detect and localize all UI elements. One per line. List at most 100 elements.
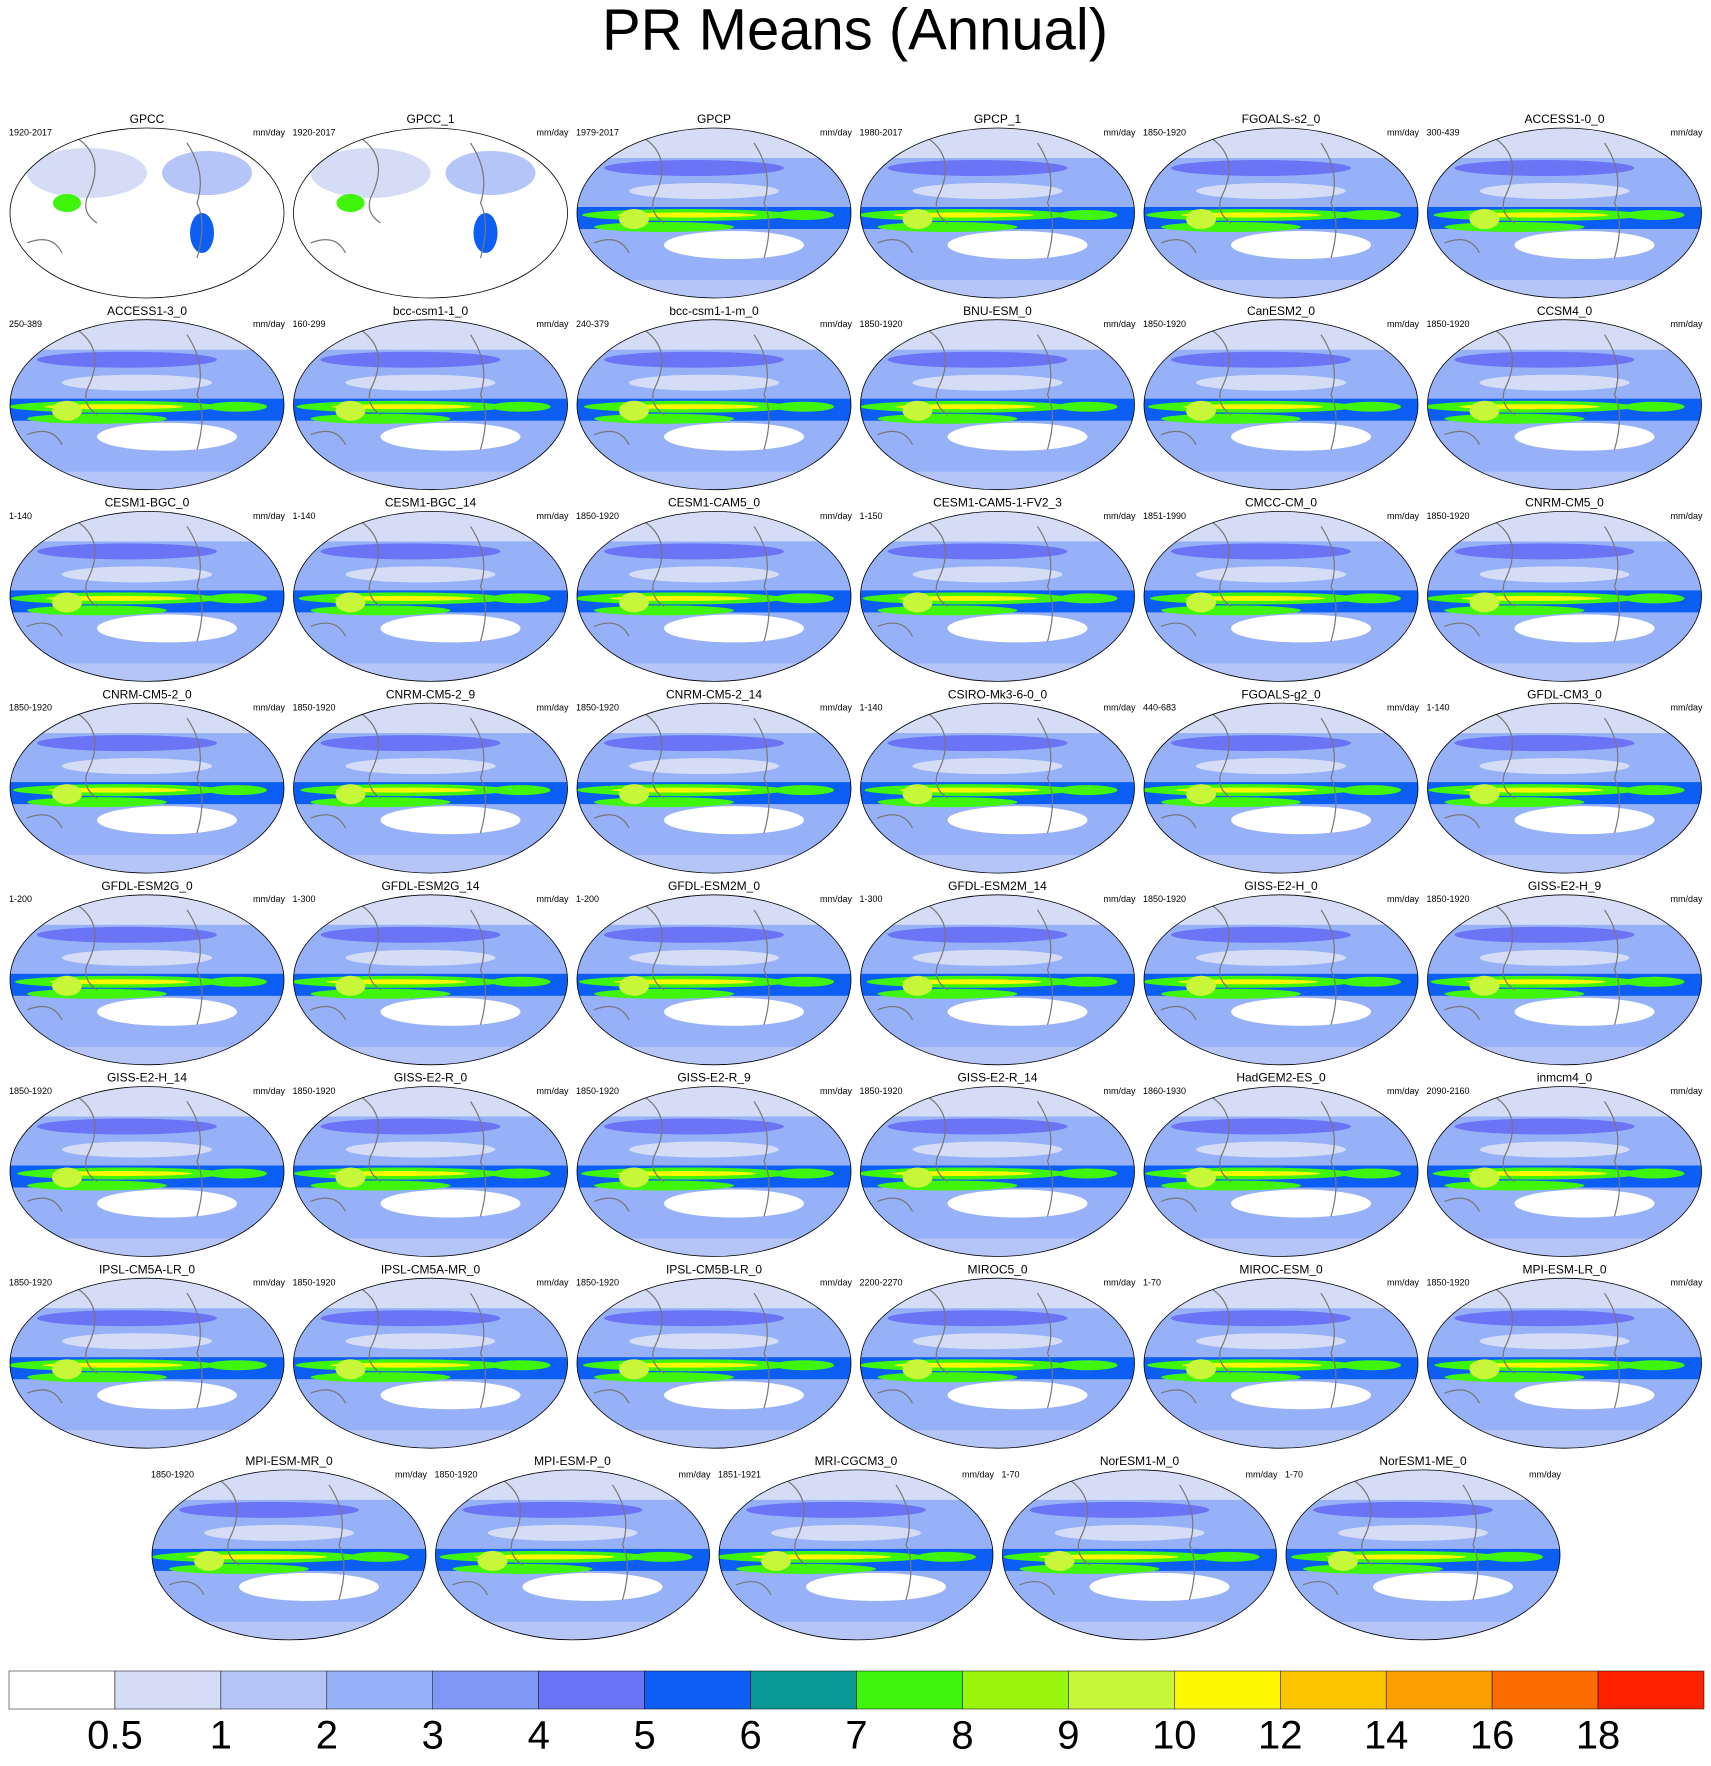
map [10,1278,284,1449]
atlantic [1341,593,1401,604]
atlantic [1624,401,1685,412]
spcz [1444,413,1585,424]
coastline [168,1479,345,1601]
warm-pool [619,592,649,613]
coastline [877,1096,1054,1217]
storm-track [37,1310,217,1327]
panel-units: mm/day [253,1278,286,1288]
dry-zone [97,1189,237,1218]
panel-period: 1850-1920 [860,1086,903,1096]
polar [293,663,568,682]
map-border [1427,702,1702,874]
map [860,319,1135,490]
polar [293,471,568,490]
figure-title: PR Means (Annual) [602,0,1108,62]
warm-pool [335,975,366,996]
map [577,703,851,874]
panel-period: 1850-1920 [1427,511,1470,521]
storm-track [887,543,1068,560]
panel-title: FGOALS-s2_0 [1242,112,1321,126]
dry-zone [1514,231,1655,259]
warm-pool [902,975,933,996]
storm-track [1454,1118,1635,1135]
dry-zone [947,1189,1088,1218]
map [293,703,568,874]
panel-units: mm/day [253,511,286,521]
spcz [594,1372,734,1383]
dry-zone [1373,1572,1513,1601]
dry-zone [1479,758,1630,775]
panel-period: 160-299 [293,319,326,329]
dry-zone [1514,422,1655,451]
storm-track [604,160,784,176]
panel-units: mm/day [1670,894,1703,904]
panel-title: GFDL-ESM2M_14 [948,879,1047,893]
warm-pool [902,209,933,229]
itcz-core [617,212,757,218]
warm-pool [1328,1550,1358,1571]
panel-units: mm/day [536,1278,569,1288]
dry-zone [380,1189,521,1218]
spcz [1444,605,1585,616]
atlantic [1199,1551,1260,1562]
itcz-core [331,404,472,410]
colorbar-box [644,1670,751,1710]
warm-pool [902,592,933,613]
map-border [293,319,568,491]
warm-pool [1186,784,1216,805]
panel-units: mm/day [1529,1469,1562,1479]
atlantic [1341,401,1401,412]
dry-zone [97,997,237,1026]
dry-zone [664,1381,804,1410]
storm-track [1171,1118,1351,1135]
polar [1427,663,1702,682]
panel-title: BNU-ESM_0 [963,304,1032,318]
storm-track [37,543,217,560]
warm-pool [1186,975,1216,996]
map-border [718,1469,994,1641]
colorbar-box [1385,1670,1493,1710]
spcz [1303,1563,1443,1574]
polar [1427,471,1702,490]
storm-track [320,543,501,560]
dry-zone [912,758,1063,775]
panel-period: 1-70 [1143,1278,1161,1288]
panel-units: mm/day [1670,702,1703,712]
panel-units: mm/day [820,1278,853,1288]
coastline [1444,712,1621,834]
coastline [877,1287,1054,1409]
panel-units: mm/day [1103,894,1136,904]
panel-period: 440-683 [1143,702,1176,712]
colorbar-label: 7 [845,1714,867,1758]
panel-period: 1-140 [860,702,883,712]
coastline [1019,1479,1196,1601]
map-border [860,511,1135,682]
polar [577,471,851,490]
map-border [576,702,852,874]
panel-units: mm/day [536,127,569,137]
map [1427,511,1702,682]
dry-zone [912,1333,1063,1350]
warm-pool [902,1359,933,1380]
panel-title: GISS-E2-R_9 [677,1071,751,1085]
atlantic [774,401,834,412]
dry-zone [345,374,496,391]
colorbar-box [1597,1670,1705,1710]
map-border [576,1277,852,1449]
spcz [310,413,451,424]
polar [1427,703,1702,734]
spcz [169,1563,309,1574]
map [577,319,851,490]
atlantic [774,1168,834,1179]
colorbar-box [8,1670,116,1710]
map-border [576,894,852,1066]
dry-zone [629,1141,779,1158]
panel-title: GISS-E2-H_14 [107,1071,187,1085]
panel-title: inmcm4_0 [1537,1071,1593,1085]
polar [577,663,851,682]
polar [1427,1238,1702,1257]
spcz [27,988,167,999]
polar [860,280,1135,298]
storm-track [179,1501,359,1518]
itcz-core [48,787,188,793]
